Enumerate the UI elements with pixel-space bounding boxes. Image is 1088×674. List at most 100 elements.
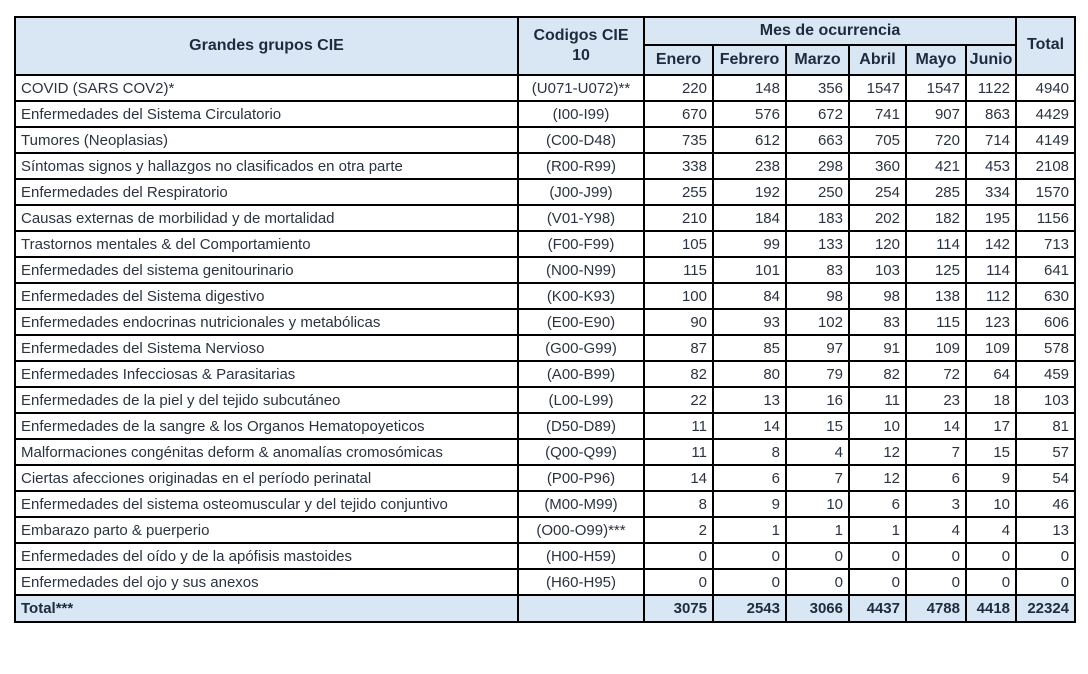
cell-value: 57 [1015, 438, 1077, 466]
cell-value: 705 [848, 126, 907, 154]
cell-value: 11 [643, 438, 714, 466]
table-row: Tumores (Neoplasias) (C00-D48) 735 612 663 70… [14, 126, 1077, 154]
cell-value: 72 [905, 360, 967, 388]
cell-cie-code: (A00-B99) [517, 360, 645, 388]
table-row: Enfermedades del Sistema digestivo (K00-K… [14, 282, 1077, 310]
cell-value: 1 [712, 516, 787, 544]
cell-value: 112 [964, 282, 1018, 310]
cell-cie-code: (D50-D89) [517, 412, 645, 440]
cell-group-name: Enfermedades del oído y de la apófisis m… [14, 542, 519, 570]
cell-value: 1547 [905, 74, 967, 102]
cell-value: 182 [905, 204, 967, 232]
cell-value: 0 [785, 568, 850, 596]
cell-value: 15 [785, 412, 850, 440]
table-row: Trastornos mentales & del Comportamiento… [14, 230, 1077, 258]
cell-value: 220 [643, 74, 714, 102]
cell-value: 109 [905, 334, 967, 362]
cell-cie-code: (O00-O99)*** [517, 516, 645, 544]
cell-value: 133 [785, 230, 850, 258]
cell-value: 741 [848, 100, 907, 128]
cell-cie-code: (U071-U072)** [517, 74, 645, 102]
cell-value: 238 [712, 152, 787, 180]
cell-value: 11 [848, 386, 907, 414]
cell-value: 6 [905, 464, 967, 492]
cell-value: 0 [848, 542, 907, 570]
cell-group-name: Enfermedades del sistema osteomuscular y… [14, 490, 519, 518]
cell-cie-code: (Q00-Q99) [517, 438, 645, 466]
cell-value: 360 [848, 152, 907, 180]
cell-value: 630 [1015, 282, 1077, 310]
cell-value: 0 [1015, 542, 1077, 570]
cell-value: 192 [712, 178, 787, 206]
header-month-mayo: Mayo [905, 44, 967, 76]
total-value: 2543 [712, 594, 787, 623]
table-row: Enfermedades del Sistema Nervioso (G00-G9… [14, 334, 1077, 362]
cell-value: 114 [964, 256, 1018, 284]
cell-value: 114 [905, 230, 967, 258]
cell-cie-code: (J00-J99) [517, 178, 645, 206]
table-row: Enfermedades del sistema genitourinario(… [14, 256, 1077, 284]
cell-value: 576 [712, 100, 787, 128]
cell-value: 907 [905, 100, 967, 128]
cell-value: 22 [643, 386, 714, 414]
cell-value: 1 [848, 516, 907, 544]
cell-value: 338 [643, 152, 714, 180]
cell-value: 14 [905, 412, 967, 440]
cell-value: 863 [964, 100, 1018, 128]
table-row: Ciertas afecciones originadas en el perí… [14, 464, 1077, 492]
cell-value: 103 [1015, 386, 1077, 414]
cell-value: 1 [785, 516, 850, 544]
cell-cie-code: (P00-P96) [517, 464, 645, 492]
cell-value: 99 [712, 230, 787, 258]
header-mes-de-ocurrencia: Mes de ocurrencia [642, 16, 1018, 46]
cell-value: 9 [964, 464, 1018, 492]
cell-value: 1570 [1015, 178, 1077, 206]
cell-value: 3 [905, 490, 967, 518]
cell-value: 0 [712, 542, 787, 570]
cell-value: 453 [964, 152, 1018, 180]
cell-value: 23 [905, 386, 967, 414]
cell-value: 11 [643, 412, 714, 440]
cell-group-name: Enfermedades de la sangre & los Organos … [14, 412, 519, 440]
cell-value: 82 [848, 360, 907, 388]
cell-value: 8 [712, 438, 787, 466]
cell-value: 0 [643, 568, 714, 596]
cell-cie-code: (E00-E90) [517, 308, 645, 336]
cell-value: 101 [712, 256, 787, 284]
cell-value: 13 [1015, 516, 1077, 544]
cell-value: 356 [785, 74, 850, 102]
cell-value: 7 [785, 464, 850, 492]
cell-value: 4 [964, 516, 1018, 544]
cell-value: 81 [1015, 412, 1077, 440]
cell-value: 120 [848, 230, 907, 258]
header-total: Total [1015, 16, 1077, 76]
cell-group-name: Enfermedades del sistema genitourinario [14, 256, 519, 284]
cell-group-name: Enfermedades del ojo y sus anexos [14, 568, 519, 596]
cell-value: 6 [712, 464, 787, 492]
cell-value: 10 [964, 490, 1018, 518]
cell-group-name: Trastornos mentales & del Comportamiento [14, 230, 519, 258]
cell-value: 4 [785, 438, 850, 466]
cell-value: 0 [643, 542, 714, 570]
cell-value: 13 [712, 386, 787, 414]
report-page: Grandes grupos CIE Codigos CIE 10 Mes de… [14, 16, 1077, 623]
header-month-marzo: Marzo [785, 44, 850, 76]
cell-cie-code: (N00-N99) [517, 256, 645, 284]
cell-value: 105 [643, 230, 714, 258]
cell-group-name: Ciertas afecciones originadas en el perí… [14, 464, 519, 492]
cell-value: 84 [712, 282, 787, 310]
cell-value: 14 [712, 412, 787, 440]
header-month-abril: Abril [848, 44, 907, 76]
cell-value: 4149 [1015, 126, 1077, 154]
cell-value: 0 [848, 568, 907, 596]
cell-value: 138 [905, 282, 967, 310]
cell-value: 18 [964, 386, 1018, 414]
cell-value: 148 [712, 74, 787, 102]
cell-value: 4 [905, 516, 967, 544]
cell-value: 250 [785, 178, 850, 206]
table-row: Enfermedades endocrinas nutricionales y … [14, 308, 1077, 336]
table-row: Enfermedades del Respiratorio (J00-J99) 25… [14, 178, 1077, 206]
cell-value: 735 [643, 126, 714, 154]
header-grandes-grupos-cie: Grandes grupos CIE [14, 16, 519, 76]
cell-value: 9 [712, 490, 787, 518]
